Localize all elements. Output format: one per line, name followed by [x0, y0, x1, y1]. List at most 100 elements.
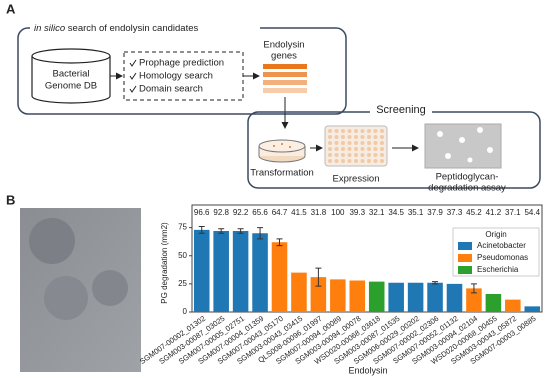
plot-frame: [191, 204, 543, 313]
well: [380, 129, 384, 133]
step: Homology search: [139, 71, 213, 82]
panel-label: A: [6, 1, 16, 16]
legend-swatch: [458, 254, 472, 262]
well: [347, 159, 352, 163]
well: [354, 135, 358, 139]
top-value: 92.2: [233, 208, 249, 217]
y-tick-label: 25: [178, 279, 187, 288]
assay-photo: [20, 208, 141, 372]
well: [360, 153, 365, 157]
error-bar: [237, 228, 244, 234]
bar: [427, 282, 443, 312]
bar: [505, 299, 521, 312]
well: [347, 153, 352, 157]
bar: [271, 242, 288, 312]
well: [328, 135, 332, 139]
well: [373, 153, 378, 157]
well: [328, 159, 332, 163]
panel-label: B: [6, 192, 15, 207]
top-value: 35.1: [408, 208, 424, 217]
top-value: 31.8: [311, 208, 327, 217]
well: [341, 129, 345, 133]
x-axis-label: Endolysin: [348, 365, 387, 375]
bar: [407, 282, 424, 312]
bar: [193, 229, 210, 312]
top-value: 39.3: [349, 208, 365, 217]
well: [354, 129, 358, 133]
well: [354, 141, 358, 145]
well: [334, 135, 339, 139]
step: Prophage prediction: [139, 58, 224, 69]
well: [347, 147, 352, 151]
search-title: in silico search of endolysin candidates: [34, 23, 198, 34]
well-plate: [324, 125, 388, 167]
top-value: 96.6: [194, 208, 210, 217]
screening-title: Screening: [376, 104, 426, 116]
well: [347, 141, 352, 145]
well: [360, 141, 365, 145]
top-value: 45.2: [466, 208, 482, 217]
bar: [232, 231, 249, 312]
bar: [388, 282, 404, 312]
well: [373, 159, 378, 163]
legend-title: Origin: [485, 230, 506, 239]
bar: [349, 280, 366, 312]
well: [380, 153, 384, 157]
well: [380, 147, 384, 151]
well: [341, 141, 345, 145]
well: [341, 159, 345, 163]
well: [367, 147, 371, 151]
well: [334, 147, 339, 151]
title-rest: search of endolysin candidates: [68, 23, 199, 34]
well: [341, 147, 345, 151]
error-bar: [470, 283, 477, 294]
well: [380, 159, 384, 163]
top-value: 37.9: [427, 208, 443, 217]
well: [328, 129, 332, 133]
top-value: 32.1: [369, 208, 385, 217]
well: [360, 159, 365, 163]
top-value: 100: [331, 208, 345, 217]
title-bg: [30, 21, 260, 35]
bar: [368, 281, 385, 312]
well: [373, 147, 378, 151]
bar: [524, 306, 541, 312]
well: [334, 141, 339, 145]
well: [367, 135, 371, 139]
bar: [485, 294, 502, 312]
y-tick-label: 50: [178, 251, 187, 260]
petri-dish: [258, 139, 306, 163]
legend-swatch: [458, 242, 472, 250]
bar: [330, 279, 346, 312]
top-value: 41.5: [291, 208, 307, 217]
title-bg: [370, 104, 432, 118]
error-bar: [432, 281, 439, 285]
legend-label: Acinetobacter: [477, 241, 526, 250]
top-value: 41.2: [486, 208, 502, 217]
well: [367, 153, 371, 157]
well: [380, 141, 384, 145]
well: [341, 153, 345, 157]
stage-label: Expression: [333, 174, 380, 185]
well: [373, 141, 378, 145]
y-tick-label: 75: [178, 223, 187, 232]
error-bar: [276, 238, 283, 247]
bar: [291, 272, 307, 312]
well: [334, 129, 339, 133]
well: [328, 147, 332, 151]
error-bar: [315, 267, 322, 287]
stage-label: degradation assay: [428, 183, 506, 194]
genes-label: genes: [271, 51, 297, 62]
well: [347, 135, 352, 139]
top-value: 37.1: [505, 208, 521, 217]
top-value: 64.7: [272, 208, 288, 217]
error-bar: [257, 227, 264, 240]
bar: [446, 283, 463, 312]
top-value: 65.6: [252, 208, 268, 217]
bar: [310, 277, 327, 312]
well: [334, 159, 339, 163]
well: [328, 141, 332, 145]
well: [354, 159, 358, 163]
database-label: Genome DB: [45, 81, 97, 92]
